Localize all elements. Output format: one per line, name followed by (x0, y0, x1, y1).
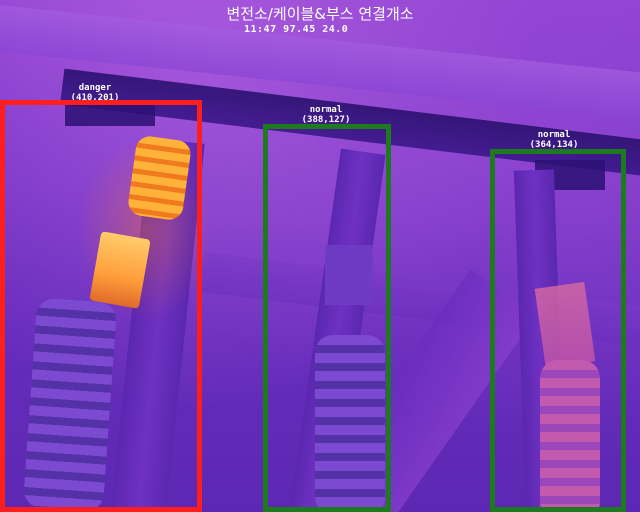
detection-box-normal[interactable] (490, 149, 626, 512)
detection-status: danger (40, 83, 150, 93)
image-title: 변전소/케이블&부스 연결개소 (0, 3, 640, 24)
sensor-readout: 11:47 97.45 24.0 (244, 24, 348, 35)
detection-status: normal (271, 105, 381, 115)
detection-label-normal: normal (388,127) (271, 105, 381, 125)
detection-label-normal: normal (364,134) (499, 130, 609, 150)
detection-box-normal[interactable] (263, 124, 391, 512)
detection-box-danger[interactable] (0, 100, 202, 512)
detection-status: normal (499, 130, 609, 140)
